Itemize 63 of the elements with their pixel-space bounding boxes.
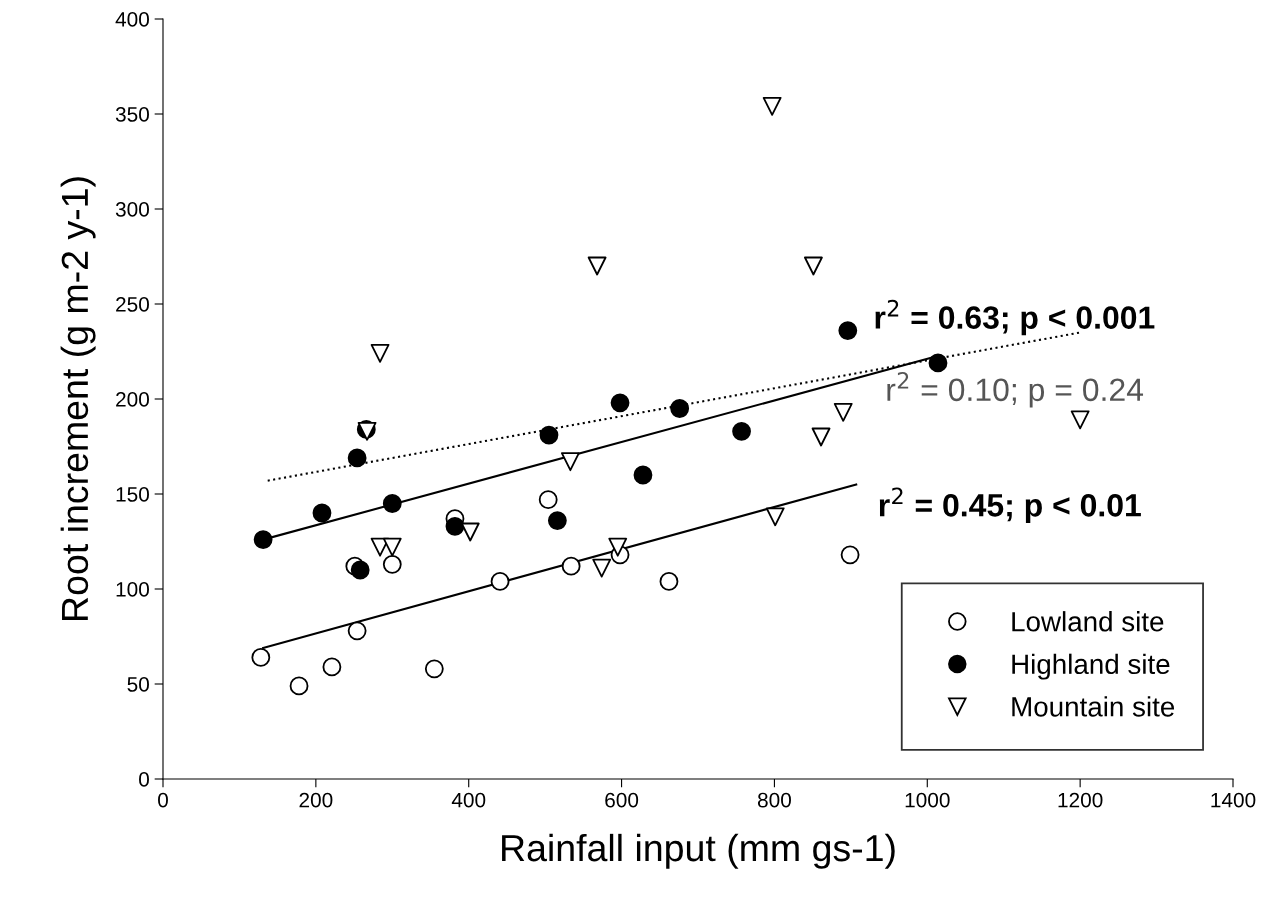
- point: [370, 343, 390, 363]
- point: [732, 421, 751, 441]
- point: [928, 353, 948, 373]
- point: [811, 427, 831, 447]
- x-tick-label: 200: [299, 792, 333, 808]
- point: [350, 560, 370, 580]
- point: [1070, 410, 1090, 430]
- annotation: r$^{2}$ = 0.63; p < 0.001: [875, 299, 1155, 336]
- y-tick-label: 300: [115, 202, 149, 217]
- y-tick-label: 50: [127, 677, 149, 692]
- legend-label: Highland site: [1012, 653, 1170, 680]
- annotation: r$^{2}$ = 0.45; p < 0.01: [879, 487, 1141, 523]
- point: [833, 402, 853, 422]
- x-tick-label: 800: [757, 792, 791, 808]
- point: [838, 321, 858, 341]
- point: [539, 425, 559, 445]
- point: [347, 621, 367, 641]
- legend-label: Mountain site: [1012, 696, 1175, 717]
- point: [561, 556, 581, 576]
- point: [659, 571, 679, 591]
- point: [803, 256, 823, 276]
- point: [322, 657, 342, 677]
- point: [547, 511, 567, 531]
- legend-label: Lowland site: [1012, 611, 1164, 632]
- point: [382, 494, 402, 513]
- point: [762, 96, 782, 116]
- point: [587, 256, 607, 276]
- x-tick-label: 1200: [1058, 792, 1103, 808]
- point: [670, 399, 690, 418]
- point: [289, 676, 309, 696]
- point: [312, 503, 332, 523]
- point: [382, 537, 402, 557]
- x-tick-label: 400: [451, 792, 486, 808]
- y-axis-title: Root increment (g m-2 y-1): [60, 177, 96, 620]
- x-axis-title: Rainfall input (mm gs-1): [502, 833, 895, 869]
- x-tick-label: 1000: [905, 792, 950, 808]
- point: [592, 558, 612, 578]
- x-tick-label: 0: [158, 792, 168, 808]
- point: [560, 452, 580, 472]
- y-tick-label: 100: [116, 582, 149, 597]
- point: [608, 537, 628, 557]
- point: [251, 647, 271, 667]
- point: [460, 522, 480, 542]
- y-tick-label: 400: [115, 12, 149, 27]
- point: [840, 545, 860, 565]
- annotation: r$^{2}$ = 0.10; p = 0.24: [887, 371, 1144, 408]
- y-tick-label: 350: [115, 107, 149, 122]
- point: [538, 490, 558, 510]
- point: [347, 448, 367, 468]
- point: [490, 571, 510, 591]
- y-tick-label: 0: [139, 772, 149, 787]
- point: [633, 465, 653, 485]
- y-tick-label: 200: [116, 392, 149, 407]
- y-tick-label: 250: [116, 297, 149, 312]
- point: [610, 393, 630, 413]
- x-tick-label: 600: [605, 792, 639, 808]
- point: [382, 554, 402, 574]
- x-tick-label: 1400: [1211, 792, 1256, 808]
- point: [765, 507, 785, 527]
- point: [424, 659, 444, 679]
- y-tick-label: 150: [116, 487, 149, 502]
- point: [445, 516, 465, 536]
- point: [253, 530, 273, 550]
